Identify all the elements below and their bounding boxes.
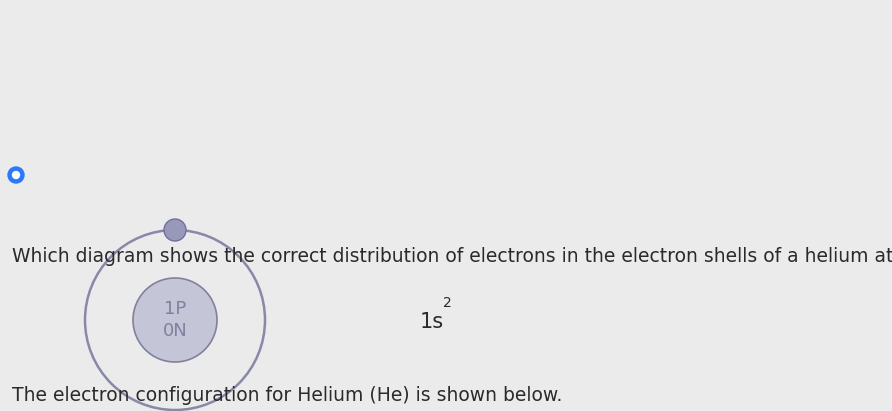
Circle shape <box>133 278 217 362</box>
Circle shape <box>164 219 186 241</box>
Circle shape <box>12 171 20 178</box>
Text: 2: 2 <box>443 296 452 310</box>
Text: Which diagram shows the correct distribution of electrons in the electron shells: Which diagram shows the correct distribu… <box>12 247 892 266</box>
Text: 1s: 1s <box>419 312 443 332</box>
Circle shape <box>8 167 24 183</box>
Text: 1P
0N: 1P 0N <box>162 300 187 340</box>
Text: The electron configuration for Helium (He) is shown below.: The electron configuration for Helium (H… <box>12 386 562 405</box>
